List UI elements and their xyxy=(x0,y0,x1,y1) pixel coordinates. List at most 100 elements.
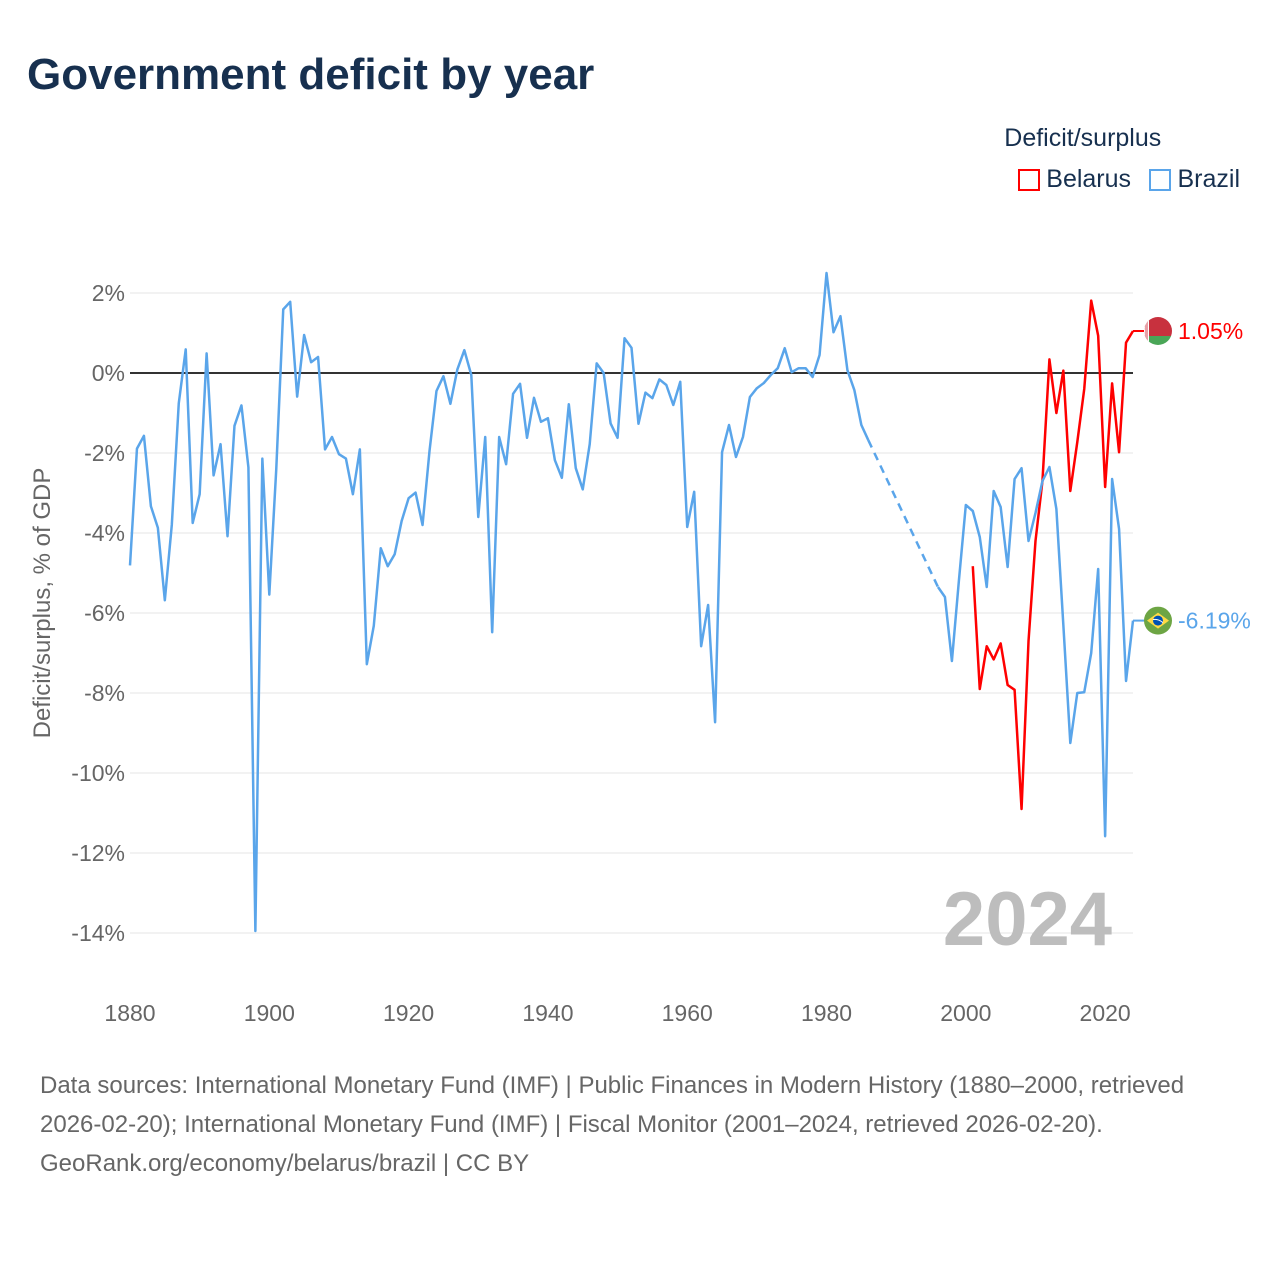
data-point-brazil[interactable] xyxy=(293,393,301,401)
data-point-brazil[interactable] xyxy=(690,488,698,496)
data-point-brazil[interactable] xyxy=(530,394,538,402)
data-point-brazil[interactable] xyxy=(412,489,420,497)
data-point-brazil[interactable] xyxy=(634,420,642,428)
data-point-brazil[interactable] xyxy=(1080,688,1088,696)
data-point-brazil[interactable] xyxy=(502,460,510,468)
data-point-brazil[interactable] xyxy=(760,379,768,387)
data-point-brazil[interactable] xyxy=(370,622,378,630)
data-point-brazil[interactable] xyxy=(474,513,482,521)
data-point-brazil[interactable] xyxy=(398,517,406,525)
data-point-brazil[interactable] xyxy=(1101,832,1109,840)
data-point-brazil[interactable] xyxy=(133,445,141,453)
data-point-brazil[interactable] xyxy=(523,434,531,442)
data-point-brazil[interactable] xyxy=(843,366,851,374)
data-point-brazil[interactable] xyxy=(244,463,252,471)
data-point-brazil[interactable] xyxy=(697,642,705,650)
data-point-brazil[interactable] xyxy=(217,440,225,448)
data-point-brazil[interactable] xyxy=(321,445,329,453)
data-point-brazil[interactable] xyxy=(265,591,273,599)
data-point-brazil[interactable] xyxy=(1122,677,1130,685)
data-point-brazil[interactable] xyxy=(175,399,183,407)
data-point-brazil[interactable] xyxy=(579,485,587,493)
data-point-brazil[interactable] xyxy=(669,401,677,409)
data-point-brazil[interactable] xyxy=(997,503,1005,511)
data-point-brazil[interactable] xyxy=(739,433,747,441)
data-point-brazil[interactable] xyxy=(196,490,204,498)
data-point-brazil[interactable] xyxy=(725,421,733,429)
data-point-brazil[interactable] xyxy=(857,421,865,429)
data-point-belarus[interactable] xyxy=(990,655,998,663)
data-point-brazil[interactable] xyxy=(1045,463,1053,471)
data-point-brazil[interactable] xyxy=(446,400,454,408)
data-point-brazil[interactable] xyxy=(711,718,719,726)
data-point-brazil[interactable] xyxy=(342,455,350,463)
data-point-brazil[interactable] xyxy=(453,365,461,373)
data-point-brazil[interactable] xyxy=(467,371,475,379)
data-point-brazil[interactable] xyxy=(349,490,357,498)
data-point-brazil[interactable] xyxy=(488,628,496,636)
data-point-belarus[interactable] xyxy=(969,562,977,570)
data-point-brazil[interactable] xyxy=(781,344,789,352)
data-point-brazil[interactable] xyxy=(224,532,232,540)
data-point-brazil[interactable] xyxy=(1025,537,1033,545)
data-point-brazil[interactable] xyxy=(1059,621,1067,629)
data-point-brazil[interactable] xyxy=(1094,565,1102,573)
data-point-brazil[interactable] xyxy=(439,372,447,380)
data-point-brazil[interactable] xyxy=(767,371,775,379)
data-point-brazil[interactable] xyxy=(405,494,413,502)
data-point-belarus[interactable] xyxy=(1073,438,1081,446)
data-point-belarus[interactable] xyxy=(1094,332,1102,340)
data-point-belarus[interactable] xyxy=(983,642,991,650)
data-point-brazil[interactable] xyxy=(551,456,559,464)
data-point-brazil[interactable] xyxy=(307,358,315,366)
data-point-belarus[interactable] xyxy=(976,685,984,693)
data-point-brazil[interactable] xyxy=(809,373,817,381)
data-point-brazil[interactable] xyxy=(1031,509,1039,517)
data-point-brazil[interactable] xyxy=(621,334,629,342)
legend-item-belarus[interactable]: Belarus xyxy=(1018,165,1131,194)
data-point-belarus[interactable] xyxy=(1115,448,1123,456)
data-point-belarus[interactable] xyxy=(1004,681,1012,689)
data-point-brazil[interactable] xyxy=(558,474,566,482)
data-point-brazil[interactable] xyxy=(1011,475,1019,483)
data-point-brazil[interactable] xyxy=(286,298,294,306)
data-point-brazil[interactable] xyxy=(774,364,782,372)
data-point-brazil[interactable] xyxy=(607,419,615,427)
data-point-brazil[interactable] xyxy=(147,502,155,510)
data-point-brazil[interactable] xyxy=(683,523,691,531)
data-point-brazil[interactable] xyxy=(391,550,399,558)
data-point-brazil[interactable] xyxy=(1087,649,1095,657)
data-point-brazil[interactable] xyxy=(962,501,970,509)
data-point-brazil[interactable] xyxy=(126,561,134,569)
data-point-brazil[interactable] xyxy=(384,562,392,570)
data-point-brazil[interactable] xyxy=(628,344,636,352)
data-point-brazil[interactable] xyxy=(230,422,238,430)
data-point-brazil[interactable] xyxy=(864,436,872,444)
data-point-brazil[interactable] xyxy=(732,453,740,461)
data-point-brazil[interactable] xyxy=(655,375,663,383)
data-point-brazil[interactable] xyxy=(586,440,594,448)
data-point-brazil[interactable] xyxy=(641,389,649,397)
data-point-brazil[interactable] xyxy=(377,544,385,552)
data-point-brazil[interactable] xyxy=(168,521,176,529)
data-point-brazil[interactable] xyxy=(210,471,218,479)
data-point-brazil[interactable] xyxy=(816,351,824,359)
data-point-brazil[interactable] xyxy=(1108,475,1116,483)
data-point-brazil[interactable] xyxy=(481,433,489,441)
data-point-brazil[interactable] xyxy=(182,345,190,353)
data-point-brazil[interactable] xyxy=(189,519,197,527)
data-point-brazil[interactable] xyxy=(1073,689,1081,697)
data-point-brazil[interactable] xyxy=(495,433,503,441)
data-point-brazil[interactable] xyxy=(976,533,984,541)
data-point-brazil[interactable] xyxy=(460,346,468,354)
data-point-belarus[interactable] xyxy=(1031,537,1039,545)
data-point-belarus[interactable] xyxy=(1059,367,1067,375)
data-point-brazil[interactable] xyxy=(1066,739,1074,747)
data-point-brazil[interactable] xyxy=(746,393,754,401)
data-point-brazil[interactable] xyxy=(300,331,308,339)
data-point-belarus[interactable] xyxy=(1087,297,1095,305)
data-point-belarus[interactable] xyxy=(1045,355,1053,363)
data-point-brazil[interactable] xyxy=(676,378,684,386)
data-point-brazil[interactable] xyxy=(565,400,573,408)
data-point-brazil[interactable] xyxy=(572,464,580,472)
